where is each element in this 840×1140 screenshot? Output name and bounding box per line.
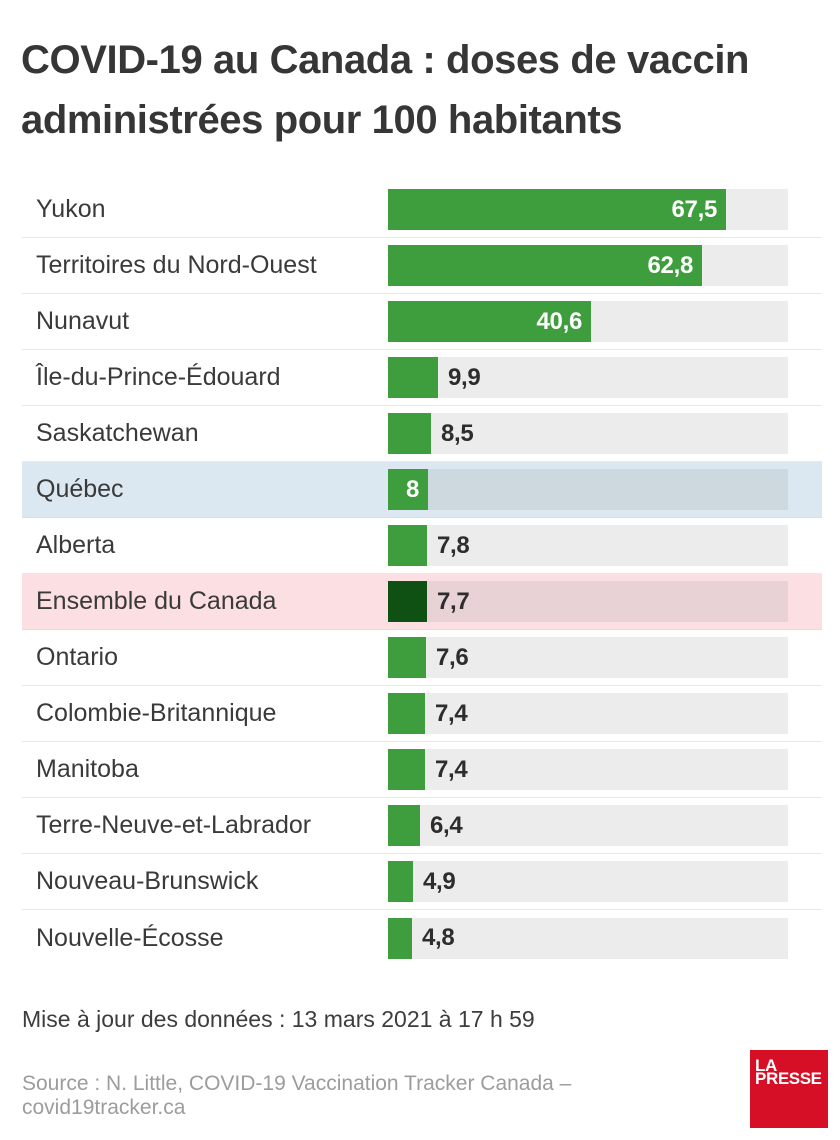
chart-row: Ensemble du Canada 7,7 [22,574,822,630]
chart-row: Manitoba 7,4 [22,742,822,798]
chart-row: Yukon 67,5 [22,182,822,238]
value-bar [388,749,425,790]
value-bar [388,413,431,454]
region-label: Ontario [36,643,118,671]
region-label: Territoires du Nord-Ouest [36,251,317,279]
region-label: Nouvelle-Écosse [36,923,224,952]
value-label: 7,7 [437,587,470,615]
bar-track: 40,6 [388,301,788,342]
chart-title-line-2: administrées pour 100 habitants [21,98,623,142]
chart-row: Québec 8 [22,462,822,518]
region-label: Île-du-Prince-Édouard [36,363,281,391]
bar-track: 7,8 [388,525,788,566]
value-label: 9,9 [448,363,481,391]
chart-row: Île-du-Prince-Édouard 9,9 [22,350,822,406]
logo-line-2: PRESSE [755,1069,822,1088]
value-bar: 67,5 [388,189,726,230]
region-label: Yukon [36,195,106,223]
value-label: 7,4 [435,755,468,783]
region-label: Ensemble du Canada [36,587,277,615]
region-label: Terre-Neuve-et-Labrador [36,811,312,839]
bar-chart: Yukon 67,5 Territoires du Nord-Ouest 62,8 Nu… [22,182,822,966]
value-bar [388,525,427,566]
chart-row: Saskatchewan 8,5 [22,406,822,462]
value-label: 4,8 [422,924,455,951]
bar-track: 7,4 [388,749,788,790]
value-bar [388,861,413,902]
bar-track: 7,7 [388,581,788,622]
bar-track: 4,9 [388,861,788,902]
bar-track: 9,9 [388,357,788,398]
value-bar: 40,6 [388,301,591,342]
bar-track: 67,5 [388,189,788,230]
chart-row: Territoires du Nord-Ouest 62,8 [22,238,822,294]
value-label: 8,5 [441,419,474,447]
bar-track: 4,8 [388,917,788,959]
region-label: Colombie-Britannique [36,699,277,727]
value-label: 67,5 [671,195,717,223]
value-bar [388,637,426,678]
region-label: Manitoba [36,755,139,783]
data-updated-text: Mise à jour des données : 13 mars 2021 à… [22,1006,535,1032]
value-bar: 8 [388,469,428,510]
region-label: Alberta [36,531,116,559]
region-label: Saskatchewan [36,419,199,447]
region-label: Nunavut [36,307,130,335]
chart-row: Nunavut 40,6 [22,294,822,350]
value-label: 6,4 [430,811,463,839]
bar-track: 62,8 [388,245,788,286]
value-label: 62,8 [647,251,693,279]
bar-track: 8 [388,469,788,510]
value-bar [388,581,427,622]
value-label: 8 [405,475,419,503]
chart-row: Alberta 7,8 [22,518,822,574]
value-bar [388,357,438,398]
bar-track: 7,4 [388,693,788,734]
value-label: 7,6 [436,643,469,671]
chart-title: COVID-19 au Canada : doses de vaccin adm… [21,30,801,150]
chart-title-line-1: COVID-19 au Canada : doses de vaccin [21,38,750,82]
bar-track: 8,5 [388,413,788,454]
chart-row: Nouvelle-Écosse 4,8 [22,910,822,966]
region-label: Nouveau-Brunswick [36,867,259,895]
value-label: 7,4 [435,699,468,727]
bar-track: 7,6 [388,637,788,678]
source-text: Source : N. Little, COVID-19 Vaccination… [22,1072,572,1119]
value-bar: 62,8 [388,245,702,286]
value-label: 7,8 [437,531,470,559]
value-label: 4,9 [423,867,456,895]
value-bar [388,805,420,846]
la-presse-logo: LA PRESSE [750,1050,828,1128]
region-label: Québec [36,475,124,503]
value-bar [388,917,412,959]
value-bar [388,693,425,734]
chart-row: Nouveau-Brunswick 4,9 [22,854,822,910]
chart-row: Ontario 7,6 [22,630,822,686]
bar-track: 6,4 [388,805,788,846]
logo-line-1: LA [755,1056,777,1075]
chart-row: Terre-Neuve-et-Labrador 6,4 [22,798,822,854]
value-label: 40,6 [536,307,582,335]
chart-row: Colombie-Britannique 7,4 [22,686,822,742]
